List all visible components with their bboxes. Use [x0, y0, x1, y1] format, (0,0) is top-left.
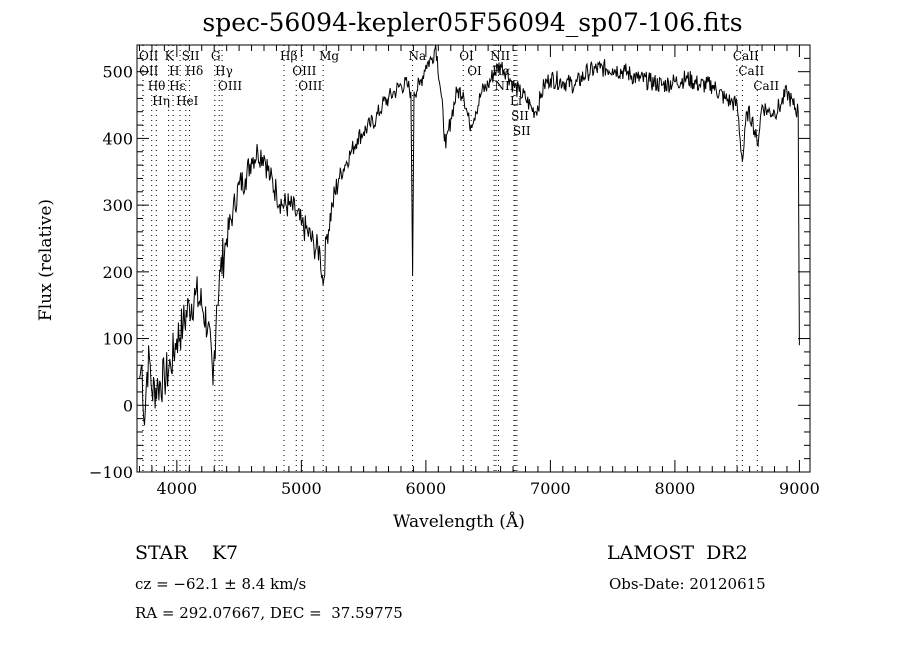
- x-tick-label: 9000: [779, 479, 820, 498]
- x-axis-label: Wavelength (Å): [393, 512, 525, 532]
- emission-line-label: K: [165, 49, 175, 63]
- class-label: STAR K7: [135, 542, 239, 564]
- survey-label: LAMOST DR2: [607, 542, 748, 564]
- emission-line-label: Li: [510, 94, 522, 108]
- emission-line-label: Na: [409, 49, 427, 63]
- emission-line-label: OIII: [218, 79, 242, 93]
- cz-label: cz = −62.1 ± 8.4 km/s: [135, 575, 307, 593]
- emission-line-label: OII: [139, 49, 159, 63]
- emission-line-label: HeI: [176, 94, 199, 108]
- emission-line-label: OIII: [298, 79, 322, 93]
- emission-line-label: OIII: [292, 64, 316, 78]
- emission-line-label: NII: [490, 49, 510, 63]
- x-tick-label: 4000: [156, 479, 197, 498]
- emission-line-label: OI: [459, 49, 474, 63]
- emission-line-label: Hη: [152, 94, 170, 108]
- emission-line-label: Mg: [319, 49, 339, 63]
- obs-date-label: Obs-Date: 20120615: [609, 575, 766, 593]
- emission-line-label: SII: [511, 109, 529, 123]
- y-tick-label: 300: [102, 196, 133, 215]
- x-tick-label: 6000: [406, 479, 447, 498]
- y-tick-label: 400: [102, 129, 133, 148]
- emission-line-label: G: [211, 49, 221, 63]
- y-tick-label: 500: [102, 63, 133, 82]
- y-axis-label: Flux (relative): [36, 198, 56, 322]
- emission-line-label: OII: [139, 64, 159, 78]
- emission-line-label: Hε: [169, 79, 186, 93]
- emission-line-label: OI: [467, 64, 482, 78]
- y-tick-label: 100: [102, 330, 133, 349]
- spectrum-line: [139, 44, 800, 426]
- y-tick-label: 0: [123, 396, 133, 415]
- emission-line-label: CaII: [733, 49, 759, 63]
- emission-line-label: Hβ: [280, 49, 297, 63]
- emission-line-label: CaII: [753, 79, 779, 93]
- emission-line-label: Hγ: [215, 64, 233, 78]
- y-tick-label: −100: [89, 463, 133, 482]
- chart-title: spec-56094-kepler05F56094_sp07-106.fits: [202, 8, 743, 37]
- emission-line-label: SII: [182, 49, 200, 63]
- emission-line-label: H: [169, 64, 179, 78]
- x-tick-label: 8000: [655, 479, 696, 498]
- emission-line-label: SII: [513, 124, 531, 138]
- y-tick-label: 200: [102, 263, 133, 282]
- x-tick-label: 7000: [530, 479, 571, 498]
- axes-frame: [136, 44, 811, 473]
- emission-line-label: Hθ: [148, 79, 166, 93]
- emission-line-label: Hδ: [186, 64, 204, 78]
- coords-label: RA = 292.07667, DEC = 37.59775: [135, 604, 403, 622]
- emission-line-label: CaII: [738, 64, 764, 78]
- x-tick-label: 5000: [281, 479, 322, 498]
